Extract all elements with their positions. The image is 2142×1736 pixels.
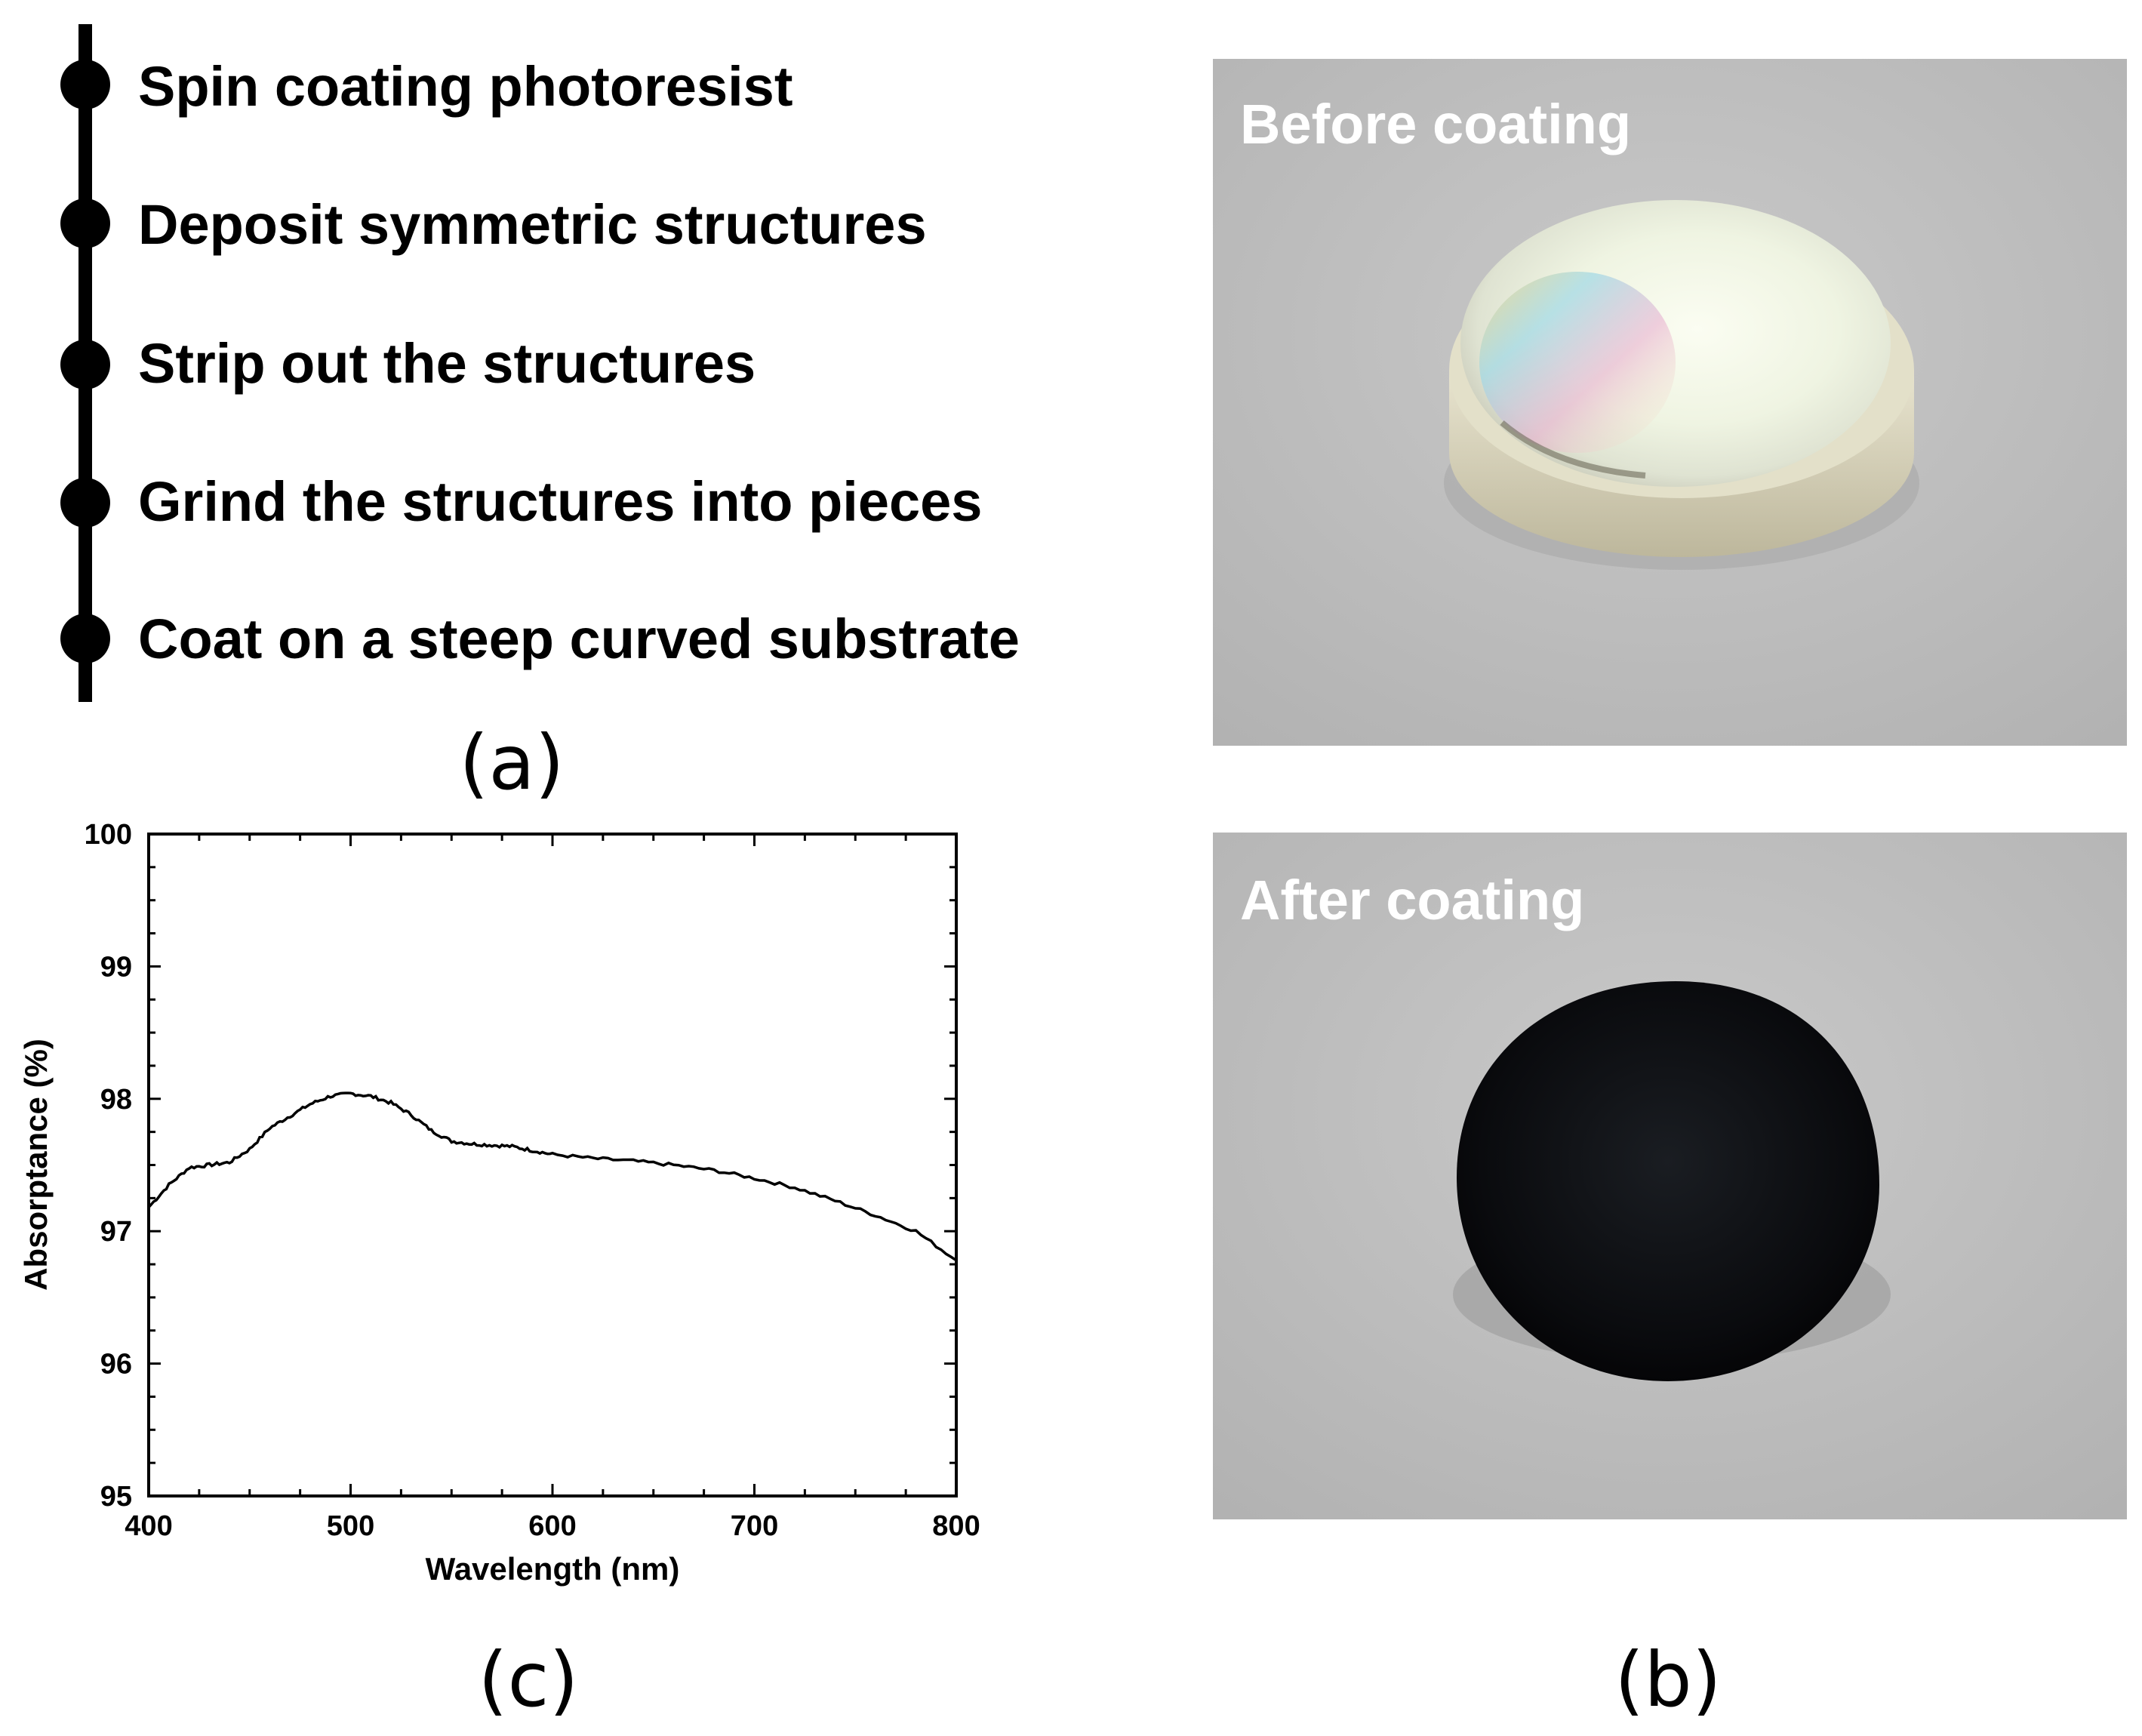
x-tick-label: 600 [528, 1510, 576, 1542]
panel-a-process-steps: Spin coating photoresist Deposit symmetr… [60, 24, 1020, 807]
after-coating-label: After coating [1240, 869, 1584, 931]
y-tick-label: 96 [100, 1349, 132, 1380]
x-tick-label: 700 [731, 1510, 778, 1542]
timeline-dot [60, 199, 110, 248]
y-tick-label: 98 [100, 1084, 132, 1116]
panel-b-before-photo: Before coating [1213, 59, 2127, 746]
timeline-dot [60, 614, 110, 663]
y-tick-label: 99 [100, 951, 132, 983]
panel-b-after-photo: After coating [1213, 833, 2127, 1519]
panel-c-chart: 400 500 600 700 800 95 96 97 98 99 100 Wavelength… [18, 819, 980, 1587]
y-tick-labels: 95 96 97 98 99 100 [85, 819, 132, 1513]
step-label: Deposit symmetric structures [138, 193, 927, 256]
x-tick-label: 400 [125, 1510, 172, 1542]
x-axis-label: Wavelength (nm) [426, 1551, 680, 1587]
lens-reflection [1500, 420, 1646, 479]
panel-a-label: (a) [459, 719, 564, 807]
y-tick-label: 95 [100, 1481, 132, 1513]
step-label: Coat on a steep curved substrate [138, 608, 1020, 670]
timeline-dot [60, 60, 110, 109]
panel-c-label: (c) [478, 1636, 578, 1724]
step-label: Spin coating photoresist [138, 55, 792, 118]
timeline-dot [60, 340, 110, 389]
panel-b-label: (b) [1614, 1636, 1722, 1724]
step-label: Strip out the structures [138, 332, 756, 395]
before-coating-label: Before coating [1240, 93, 1631, 155]
series-line [147, 1091, 957, 1262]
x-tick-label: 500 [327, 1510, 374, 1542]
x-tick-labels: 400 500 600 700 800 [125, 1510, 980, 1542]
x-tick-label: 800 [932, 1510, 980, 1542]
coated-lens [1457, 981, 1879, 1381]
timeline-dot [60, 478, 110, 528]
step-label: Grind the structures into pieces [138, 470, 982, 533]
lens-iridescence [1479, 272, 1676, 453]
y-tick-label: 97 [100, 1216, 132, 1248]
y-axis-label: Absorptance (%) [18, 1039, 54, 1291]
y-tick-label: 100 [85, 819, 132, 851]
plot-frame [147, 833, 958, 1497]
axis-ticks [147, 833, 958, 1497]
